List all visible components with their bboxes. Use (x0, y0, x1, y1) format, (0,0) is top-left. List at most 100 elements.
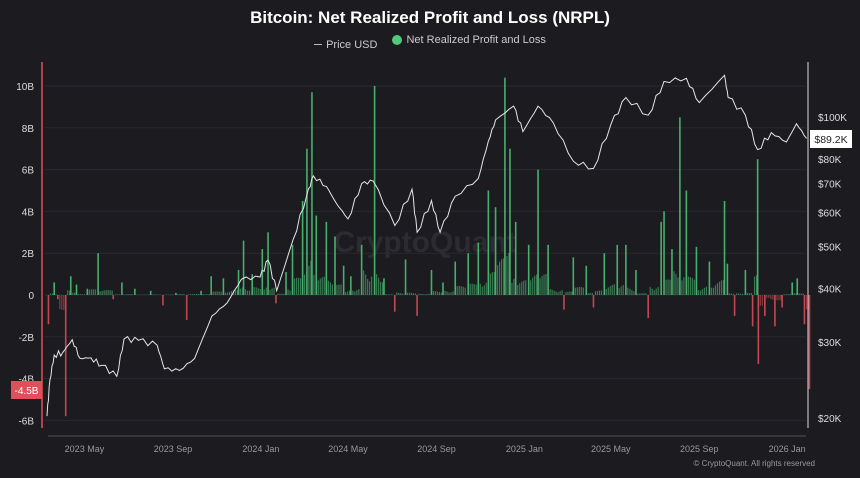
nrpl-bar (118, 294, 120, 295)
dot-icon (392, 35, 403, 45)
nrpl-bar (592, 295, 595, 308)
legend-item-price[interactable]: Price USD (314, 39, 377, 51)
nrpl-bar (689, 276, 691, 295)
nrpl-bar (705, 286, 708, 295)
x-tick-label: 2023 May (65, 444, 105, 454)
right-tick-label: $70K (818, 180, 842, 191)
nrpl-bar (218, 291, 220, 295)
nrpl-bar (342, 265, 345, 295)
line-icon (314, 44, 323, 45)
nrpl-bar (517, 284, 519, 295)
nrpl-bar (438, 292, 441, 295)
nrpl-bar (703, 287, 706, 295)
nrpl-bar (494, 207, 497, 295)
nrpl-bar (367, 279, 369, 295)
nrpl-bar (349, 290, 351, 295)
legend-item-nrpl[interactable]: Net Realized Profit and Loss (392, 34, 546, 46)
nrpl-bar (748, 292, 750, 295)
nrpl-bar (710, 287, 712, 295)
nrpl-bar (179, 294, 181, 295)
nrpl-bar (114, 294, 116, 295)
nrpl-bar (569, 291, 571, 295)
nrpl-bar (613, 284, 615, 295)
left-tick-label: -4B (18, 375, 34, 386)
nrpl-bar (802, 293, 804, 295)
nrpl-bar (691, 277, 693, 295)
nrpl-bar (523, 280, 525, 295)
right-tick-label: $20K (818, 414, 842, 425)
nrpl-bar (679, 117, 681, 295)
nrpl-bar (242, 240, 245, 295)
nrpl-bar (545, 273, 547, 295)
nrpl-bar (228, 291, 230, 295)
left-tick-label: 10B (16, 82, 34, 93)
nrpl-bar (402, 293, 404, 295)
nrpl-bar (543, 274, 545, 295)
nrpl-bar (105, 290, 107, 295)
nrpl-bar (677, 277, 679, 295)
nrpl-bar (500, 259, 503, 295)
x-tick-label: 2025 Sep (680, 444, 719, 454)
nrpl-bar (557, 292, 559, 295)
nrpl-bar (321, 277, 323, 295)
nrpl-bar (754, 276, 756, 295)
nrpl-bar (629, 288, 631, 295)
nrpl-bar (493, 271, 495, 295)
nrpl-bar (485, 282, 487, 295)
nrpl-bar (774, 295, 776, 327)
nrpl-bar (460, 286, 462, 295)
nrpl-bar (396, 292, 398, 295)
nrpl-bar (74, 292, 76, 295)
nrpl-bar (549, 289, 551, 295)
nrpl-bar (97, 253, 99, 295)
nrpl-bar (714, 285, 716, 295)
nrpl-bar (778, 295, 780, 301)
nrpl-bar (92, 289, 94, 295)
nrpl-bar (88, 289, 90, 295)
nrpl-bar (287, 289, 289, 295)
nrpl-bar (175, 292, 177, 295)
nrpl-bar (708, 261, 711, 295)
nrpl-bar (578, 286, 580, 295)
nrpl-bar (90, 289, 92, 295)
copyright: © CryptoQuant. All rights reserved (694, 459, 816, 468)
nrpl-bar (412, 293, 415, 295)
nrpl-bar (766, 295, 768, 299)
nrpl-bar (530, 280, 532, 295)
nrpl-bar (237, 269, 240, 295)
nrpl-bar (259, 288, 261, 295)
nrpl-bar (471, 283, 473, 295)
nrpl-bar (693, 279, 695, 295)
nrpl-bar (756, 159, 759, 295)
nrpl-bar (647, 295, 649, 318)
nrpl-bar (768, 295, 770, 298)
nrpl-bar (508, 252, 510, 295)
left-tick-label: -2B (18, 333, 34, 344)
nrpl-bar (376, 274, 378, 295)
nrpl-bar (571, 291, 573, 295)
right-tick-label: $80K (818, 155, 842, 166)
nrpl-bar (798, 293, 800, 295)
nrpl-bar (426, 294, 428, 295)
nrpl-bar (511, 282, 513, 295)
nrpl-bar (422, 294, 424, 295)
nrpl-bar (194, 294, 196, 295)
nrpl-bar (671, 249, 673, 295)
nrpl-bar (805, 295, 808, 310)
nrpl-bar (236, 290, 238, 295)
nrpl-bar (230, 291, 232, 295)
nrpl-bar (541, 276, 543, 295)
nrpl-bar (657, 286, 659, 295)
nrpl-bar (244, 289, 247, 295)
nrpl-bar (746, 292, 748, 295)
nrpl-bar (740, 293, 742, 295)
nrpl-bar (673, 271, 675, 295)
nrpl-bar (730, 293, 732, 295)
nrpl-bar (442, 282, 444, 295)
nrpl-bar (350, 276, 352, 295)
nrpl-bar (498, 261, 501, 295)
nrpl-bar (285, 272, 287, 295)
nrpl-bar (59, 295, 61, 310)
nrpl-bar (759, 295, 761, 306)
